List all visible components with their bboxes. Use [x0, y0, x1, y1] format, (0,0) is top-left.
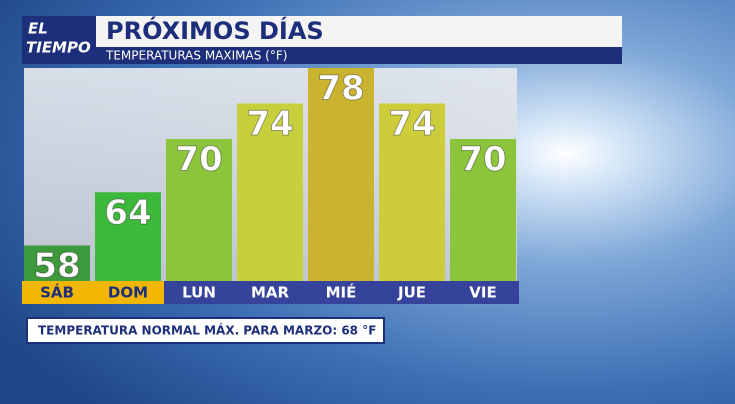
bar — [24, 245, 90, 281]
value-label: 78 — [317, 69, 364, 109]
bar — [95, 192, 161, 281]
bar — [166, 139, 232, 281]
bar — [237, 103, 303, 281]
chart-title: PRÓXIMOS DÍAS — [106, 15, 324, 45]
bar — [308, 68, 374, 281]
x-tick-label: MIÉ — [326, 283, 357, 302]
x-tick-label: DOM — [108, 284, 148, 302]
value-label: 64 — [104, 193, 151, 233]
value-label: 70 — [175, 140, 222, 180]
value-label: 58 — [33, 246, 80, 286]
value-label: 74 — [388, 104, 435, 144]
day-label-box — [377, 281, 448, 304]
day-label-box — [448, 281, 519, 304]
note-box — [26, 317, 385, 344]
x-tick-label: SÁB — [40, 283, 74, 302]
bar — [450, 139, 516, 281]
day-label-box — [306, 281, 377, 304]
logo-text: TIEMPO — [26, 39, 91, 57]
title-bar — [96, 16, 622, 47]
logo-box — [22, 16, 96, 64]
x-tick-label: LUN — [182, 284, 216, 302]
value-label: 74 — [246, 104, 293, 144]
bar — [379, 103, 445, 281]
subtitle-bar — [96, 47, 622, 64]
logo-text: EL — [28, 20, 48, 38]
chart-subtitle: TEMPERATURAS MAXIMAS (°F) — [105, 49, 287, 63]
day-label-box — [164, 281, 235, 304]
day-label-box — [93, 281, 164, 304]
day-label-box — [22, 281, 93, 304]
day-label-box — [235, 281, 306, 304]
note: TEMPERATURA NORMAL MÁX. PARA MARZO: 68 °… — [38, 323, 376, 338]
value-label: 70 — [459, 140, 506, 180]
x-tick-label: MAR — [251, 284, 290, 302]
x-tick-label: VIE — [469, 284, 496, 302]
x-tick-label: JUE — [397, 284, 426, 302]
